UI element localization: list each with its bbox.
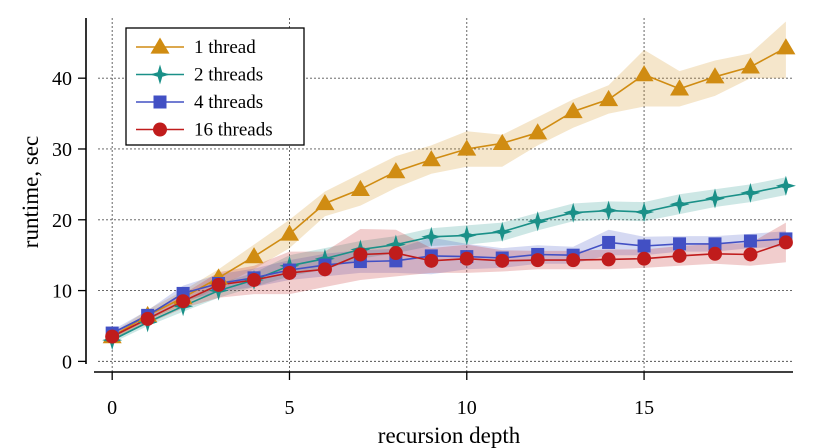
data-point: [599, 89, 619, 107]
legend-label: 1 thread: [194, 37, 256, 58]
data-point: [634, 65, 654, 82]
y-tick-label: 20: [52, 210, 72, 232]
y-axis-title: runtime, sec: [18, 136, 43, 248]
data-point: [317, 262, 332, 277]
y-tick-label: 30: [52, 139, 72, 161]
confidence-band: [112, 177, 786, 343]
data-point: [424, 253, 439, 268]
y-tick-label: 0: [62, 351, 72, 373]
data-point: [601, 252, 616, 267]
data-point: [421, 226, 442, 247]
data-point: [669, 194, 690, 215]
data-point: [566, 253, 581, 268]
data-point: [350, 179, 370, 196]
data-point: [673, 237, 687, 251]
confidence-band: [112, 21, 786, 341]
data-point: [457, 139, 477, 156]
data-point: [708, 237, 722, 251]
data-point: [247, 272, 262, 287]
data-point: [705, 188, 725, 209]
legend-label: 4 threads: [194, 92, 263, 113]
data-point: [637, 239, 651, 253]
data-point: [456, 225, 477, 246]
data-point: [778, 235, 793, 250]
data-point: [776, 38, 796, 55]
data-point: [563, 101, 583, 119]
series-line: [111, 46, 787, 338]
data-point: [492, 221, 513, 242]
data-point: [388, 246, 403, 261]
data-point: [527, 211, 548, 232]
legend-label: 16 threads: [194, 120, 273, 141]
x-tick-label: 5: [284, 397, 294, 419]
data-point: [421, 150, 441, 167]
data-point: [211, 277, 226, 292]
data-point: [528, 123, 548, 140]
data-point: [743, 247, 758, 262]
data-point: [670, 79, 690, 96]
x-tick-label: 10: [457, 397, 477, 419]
axes: [78, 18, 793, 380]
data-point: [743, 234, 757, 248]
data-point: [150, 37, 170, 54]
legend-entry: 1 thread: [136, 37, 256, 58]
data-point: [707, 246, 722, 261]
data-point: [244, 247, 264, 264]
data-point: [672, 248, 687, 263]
data-point: [386, 162, 406, 179]
legend: 1 thread 2 threads 4 threads 16 threads: [125, 27, 305, 146]
series-markers: [102, 38, 796, 351]
legend-entry: 4 threads: [136, 92, 263, 113]
data-point: [140, 311, 155, 326]
data-point: [637, 251, 652, 266]
data-point: [563, 202, 584, 223]
data-point: [530, 253, 545, 268]
data-point: [153, 122, 167, 137]
data-point: [634, 202, 655, 222]
data-point: [385, 234, 406, 255]
legend-label: 2 threads: [194, 65, 263, 86]
data-point: [602, 235, 616, 249]
data-point: [740, 182, 761, 203]
data-point: [282, 265, 297, 280]
data-point: [315, 193, 335, 211]
data-point: [105, 329, 120, 344]
data-point: [459, 251, 474, 266]
data-point: [176, 294, 191, 309]
y-tick-label: 10: [52, 281, 72, 303]
data-point: [150, 64, 170, 85]
data-point: [740, 57, 760, 74]
data-point: [492, 133, 512, 150]
data-point: [598, 200, 619, 221]
x-tick-label: 0: [107, 397, 117, 419]
data-point: [353, 247, 368, 262]
legend-entry: 16 threads: [136, 120, 273, 141]
legend-entry: 2 threads: [136, 64, 263, 86]
data-point: [279, 224, 299, 241]
data-point: [705, 67, 725, 84]
x-axis-title: recursion depth: [378, 423, 521, 448]
y-tick-label: 40: [52, 68, 72, 90]
confidence-band: [112, 222, 786, 341]
data-point: [775, 175, 796, 196]
data-point: [153, 95, 167, 109]
grid-lines: [98, 18, 793, 372]
tick-labels: 0 5 10 15 0 10 20 30 40: [52, 68, 654, 419]
x-tick-label: 15: [634, 397, 654, 419]
data-point: [495, 253, 510, 268]
